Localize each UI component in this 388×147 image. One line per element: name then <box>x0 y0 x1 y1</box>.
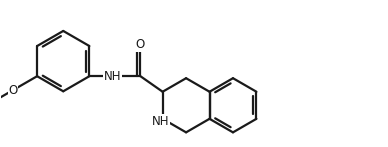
Text: O: O <box>136 38 145 51</box>
Text: O: O <box>9 84 17 97</box>
Text: NH: NH <box>152 115 170 128</box>
Text: NH: NH <box>104 70 121 83</box>
